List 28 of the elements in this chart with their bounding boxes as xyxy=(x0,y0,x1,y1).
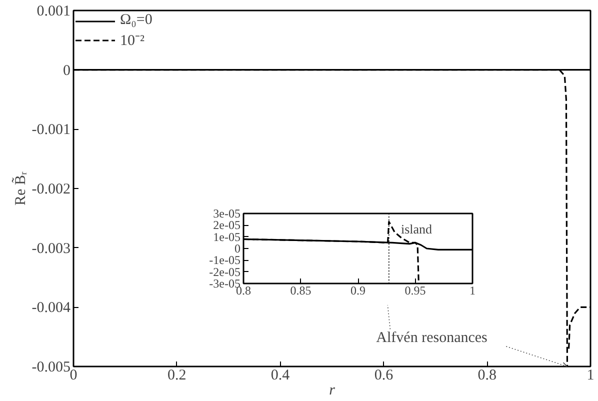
annotation: island xyxy=(400,222,433,237)
x-tick-label: 0.9 xyxy=(350,284,366,298)
y-tick-label: 0 xyxy=(63,62,70,79)
y-tick-label: -0.004 xyxy=(32,300,71,316)
y-tick-label: -0.005 xyxy=(32,360,71,376)
x-tick-label: 0.95 xyxy=(404,284,426,298)
y-tick-label: -1e-05 xyxy=(209,253,241,268)
x-axis-title: r xyxy=(329,382,336,398)
x-tick-label: 0.4 xyxy=(270,368,290,384)
x-tick-label: 0.85 xyxy=(290,284,312,298)
y-tick-label: -0.002 xyxy=(32,182,71,198)
y-tick-label: 1e-05 xyxy=(213,230,241,244)
x-tick-label: 0.8 xyxy=(478,368,496,384)
x-tick-label: 1 xyxy=(470,284,476,298)
legend-label: 10⁻² xyxy=(120,32,144,50)
x-tick-label: 0.6 xyxy=(374,368,394,384)
x-tick-label: 0.2 xyxy=(168,368,186,384)
legend-label: Ω₀=0 xyxy=(120,12,152,29)
y-tick-label: 0.001 xyxy=(36,4,70,20)
y-tick-label: -2e-05 xyxy=(209,264,241,279)
y-tick-label: 3e-05 xyxy=(213,206,241,220)
x-tick-label: 1 xyxy=(586,368,594,384)
y-axis-title: Re B̃ᵣ xyxy=(10,171,29,206)
y-tick-label: -0.003 xyxy=(32,240,71,257)
y-tick-label: 0 xyxy=(234,242,240,256)
annotation: Alfvén resonances xyxy=(376,330,488,346)
y-tick-label: 2e-05 xyxy=(213,218,241,232)
y-tick-label: -0.001 xyxy=(32,122,71,138)
